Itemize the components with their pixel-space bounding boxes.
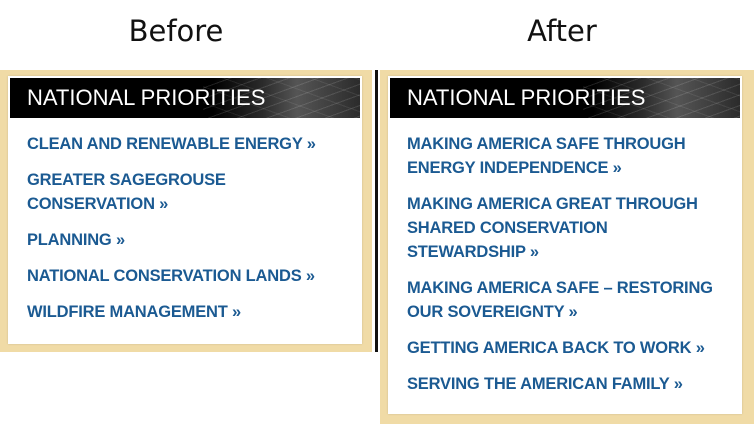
before-card: NATIONAL PRIORITIES CLEAN AND RENEWABLE … bbox=[8, 76, 362, 344]
link-back-to-work[interactable]: GETTING AMERICA BACK TO WORK » bbox=[407, 339, 705, 357]
before-link-list: CLEAN AND RENEWABLE ENERGY » GREATER SAG… bbox=[27, 132, 327, 336]
link-planning[interactable]: PLANNING » bbox=[27, 231, 125, 249]
after-header: NATIONAL PRIORITIES bbox=[390, 78, 740, 118]
divider bbox=[375, 70, 378, 352]
after-panel: NATIONAL PRIORITIES MAKING AMERICA SAFE … bbox=[380, 70, 754, 424]
after-link-list: MAKING AMERICA SAFE THROUGH ENERGY INDEP… bbox=[407, 132, 717, 408]
link-energy-independence[interactable]: MAKING AMERICA SAFE THROUGH ENERGY INDEP… bbox=[407, 135, 686, 177]
after-caption: After bbox=[527, 14, 597, 48]
before-panel: NATIONAL PRIORITIES CLEAN AND RENEWABLE … bbox=[0, 70, 372, 352]
link-national-conservation-lands[interactable]: NATIONAL CONSERVATION LANDS » bbox=[27, 267, 315, 285]
link-sagegrouse-conservation[interactable]: GREATER SAGEGROUSE CONSERVATION » bbox=[27, 171, 226, 213]
after-card: NATIONAL PRIORITIES MAKING AMERICA SAFE … bbox=[388, 76, 742, 414]
link-american-family[interactable]: SERVING THE AMERICAN FAMILY » bbox=[407, 375, 683, 393]
link-clean-renewable-energy[interactable]: CLEAN AND RENEWABLE ENERGY » bbox=[27, 135, 316, 153]
link-restoring-sovereignty[interactable]: MAKING AMERICA SAFE – RESTORING OUR SOVE… bbox=[407, 279, 713, 321]
before-caption: Before bbox=[128, 14, 224, 48]
before-header: NATIONAL PRIORITIES bbox=[10, 78, 360, 118]
link-wildfire-management[interactable]: WILDFIRE MANAGEMENT » bbox=[27, 303, 241, 321]
link-shared-conservation[interactable]: MAKING AMERICA GREAT THROUGH SHARED CONS… bbox=[407, 195, 698, 261]
